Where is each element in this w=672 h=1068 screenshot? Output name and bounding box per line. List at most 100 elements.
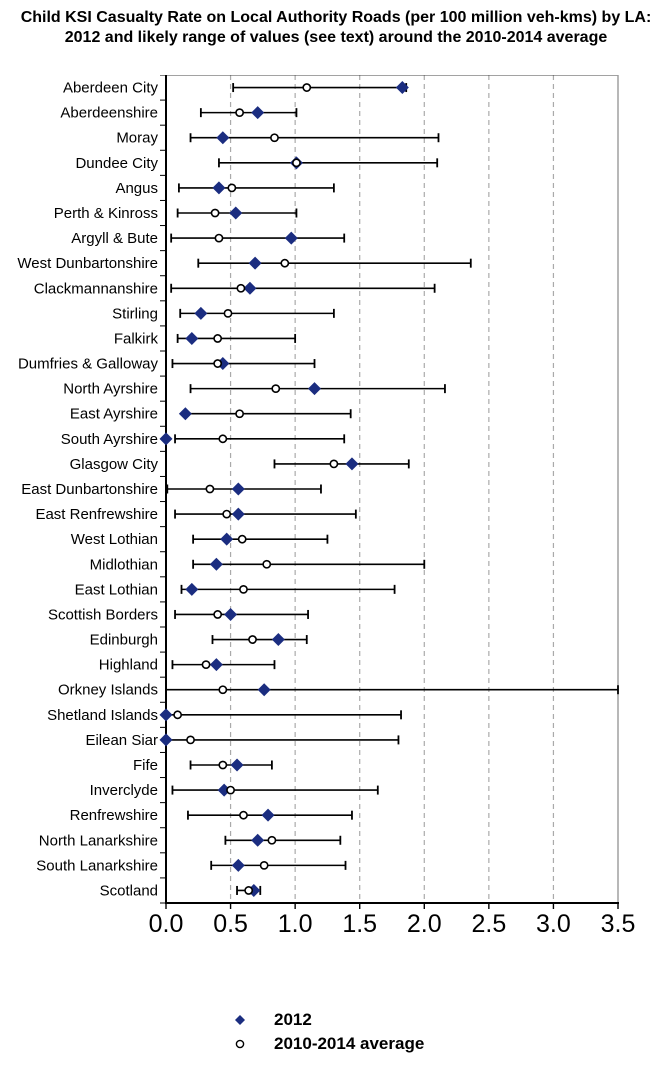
marker-2012-diamond xyxy=(212,181,226,195)
x-tick-label: 3.5 xyxy=(601,910,636,938)
legend-label: 2010-2014 average xyxy=(274,1034,425,1053)
marker-average-circle xyxy=(236,283,246,293)
marker-2012-diamond xyxy=(229,206,243,220)
marker-2012-diamond xyxy=(178,407,192,421)
row-label: Eilean Siar xyxy=(85,732,158,749)
marker-2012-diamond xyxy=(284,231,298,245)
marker-2012-diamond xyxy=(159,432,173,446)
marker-2012-diamond xyxy=(243,281,257,295)
marker-average-circle xyxy=(292,158,301,168)
marker-average-circle xyxy=(205,484,215,494)
marker-average-circle xyxy=(244,886,254,895)
row-label: East Dunbartonshire xyxy=(21,481,158,498)
row-label: East Lothian xyxy=(75,581,158,598)
row-label: Dundee City xyxy=(75,155,158,172)
x-tick-label: 2.5 xyxy=(471,910,506,938)
marker-average-circle xyxy=(222,509,232,519)
legend-item-average: 2010-2014 average xyxy=(226,1032,424,1056)
row-label: Scottish Borders xyxy=(48,606,158,623)
row-label: South Lanarkshire xyxy=(36,857,158,874)
marker-2012-diamond xyxy=(194,306,208,320)
row-label: Moray xyxy=(116,130,158,147)
marker-average-circle xyxy=(248,635,257,644)
marker-average-circle xyxy=(223,308,233,318)
marker-2012-diamond xyxy=(308,382,322,396)
x-tick-label: 2.0 xyxy=(407,910,442,938)
marker-2012-diamond xyxy=(231,482,245,496)
marker-average-circle xyxy=(235,108,245,118)
marker-average-circle xyxy=(218,434,228,444)
marker-average-circle xyxy=(302,83,312,92)
marker-average-circle xyxy=(214,233,224,243)
marker-average-circle xyxy=(213,359,223,368)
row-label: East Renfrewshire xyxy=(35,506,158,523)
marker-average-circle xyxy=(270,133,279,143)
marker-2012-diamond xyxy=(217,783,231,797)
marker-average-circle xyxy=(218,760,228,770)
marker-average-circle xyxy=(237,534,247,544)
marker-2012-diamond xyxy=(209,557,223,571)
marker-2012-diamond xyxy=(185,582,199,596)
row-label: Inverclyde xyxy=(90,782,158,799)
marker-average-circle xyxy=(213,610,223,619)
row-label: Fife xyxy=(133,757,158,774)
row-label: Shetland Islands xyxy=(47,707,158,724)
row-label: Perth & Kinross xyxy=(54,205,158,222)
row-label: Dumfries & Galloway xyxy=(18,356,159,373)
row-label: West Dunbartonshire xyxy=(17,255,158,272)
marker-2012-diamond xyxy=(185,331,199,345)
x-tick-label: 0.0 xyxy=(149,910,184,938)
marker-average-circle xyxy=(271,384,281,394)
marker-2012-diamond xyxy=(251,833,265,847)
diamond-icon xyxy=(226,1014,254,1026)
row-label: Edinburgh xyxy=(90,632,158,649)
chart-title: Child KSI Casualty Rate on Local Authori… xyxy=(20,9,652,46)
marker-2012-diamond xyxy=(220,532,234,546)
marker-average-circle xyxy=(239,584,248,594)
x-tick-label: 1.5 xyxy=(342,910,377,938)
marker-2012-diamond xyxy=(159,733,173,747)
marker-average-circle xyxy=(235,409,245,419)
marker-average-circle xyxy=(173,710,183,720)
marker-average-circle xyxy=(226,785,235,795)
marker-average-circle xyxy=(239,810,248,820)
marker-2012-diamond xyxy=(251,106,265,120)
row-label: Orkney Islands xyxy=(58,682,158,699)
marker-2012-diamond xyxy=(395,81,409,95)
row-label: Falkirk xyxy=(114,330,159,347)
marker-average-circle xyxy=(213,334,223,343)
marker-2012-diamond xyxy=(345,457,359,471)
marker-average-circle xyxy=(329,459,339,469)
marker-average-circle xyxy=(186,735,195,745)
row-label: South Ayrshire xyxy=(61,431,158,448)
row-label: Aberdeenshire xyxy=(60,105,158,122)
ksi-dot-plot: 0.0 0.5 1.0 1.5 2.0 2.5 3.0 3.5 Aberdeen City Abe… xyxy=(17,75,636,938)
marker-2012-diamond xyxy=(159,708,173,722)
row-label: West Lothian xyxy=(71,531,158,548)
marker-2012-diamond xyxy=(257,683,271,697)
marker-2012-diamond xyxy=(216,131,230,145)
legend-item-2012: 2012 xyxy=(226,1008,424,1032)
marker-average-circle xyxy=(227,183,237,193)
row-label: East Ayrshire xyxy=(70,406,158,423)
marker-average-circle xyxy=(210,208,220,218)
marker-average-circle xyxy=(280,258,290,268)
row-label: Aberdeen City xyxy=(63,80,159,97)
marker-average-circle xyxy=(267,835,277,845)
row-label: Angus xyxy=(115,180,158,197)
marker-2012-diamond xyxy=(209,658,223,672)
x-tick-label: 1.0 xyxy=(278,910,313,938)
row-label: Glasgow City xyxy=(70,456,159,473)
marker-2012-diamond xyxy=(261,808,275,822)
row-label: Highland xyxy=(99,657,158,674)
x-tick-label: 3.0 xyxy=(536,910,571,938)
marker-average-circle xyxy=(201,660,211,670)
row-label: North Ayrshire xyxy=(63,381,158,398)
row-label: Clackmannanshire xyxy=(34,280,158,297)
marker-2012-diamond xyxy=(230,758,244,772)
circle-icon xyxy=(226,1038,254,1050)
row-label: Scotland xyxy=(100,882,158,899)
marker-average-circle xyxy=(259,860,269,870)
chart-legend: 2012 2010-2014 average xyxy=(226,1008,424,1056)
